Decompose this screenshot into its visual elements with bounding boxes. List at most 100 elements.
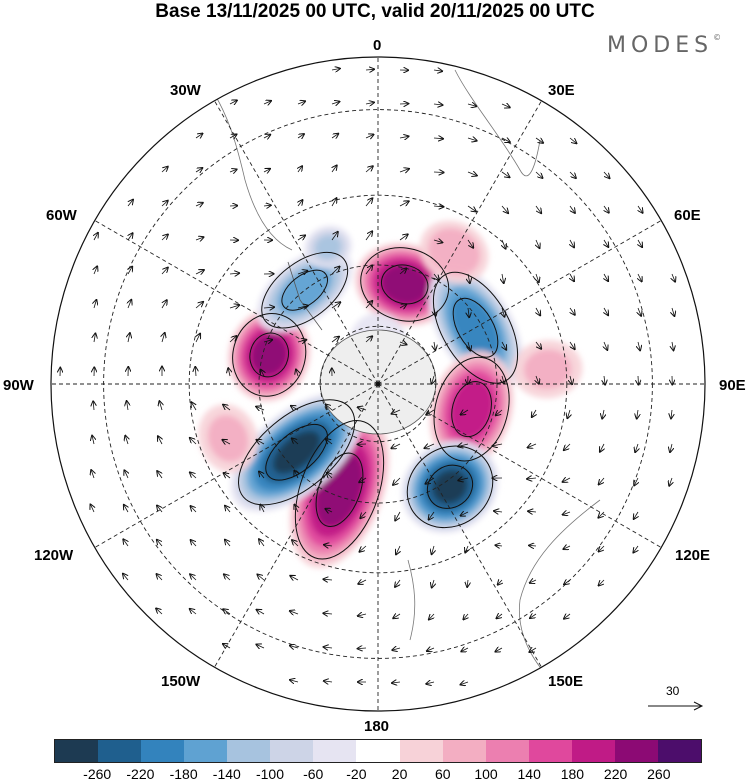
wind-vector	[426, 477, 435, 484]
wind-vector	[433, 104, 443, 105]
wind-vector	[331, 69, 340, 71]
colorbar-tick: 140	[517, 766, 541, 782]
wind-vector	[635, 443, 638, 452]
wind-vector	[128, 200, 133, 207]
colorbar-tick: 60	[435, 766, 451, 782]
wind-vector	[495, 648, 503, 652]
wind-vector	[256, 407, 265, 410]
wind-vector	[365, 166, 373, 173]
wind-vector	[569, 137, 576, 143]
new-zealand-coastline	[407, 559, 416, 641]
wind-vector	[365, 69, 374, 70]
wind-vector	[564, 580, 571, 584]
colorbar-segment	[657, 740, 701, 762]
wind-vector	[157, 506, 162, 513]
wind-vector	[530, 580, 537, 583]
wind-vector	[297, 101, 305, 104]
colorbar-tick: -180	[169, 766, 198, 782]
wind-vector	[434, 341, 435, 350]
wind-vector	[365, 102, 374, 104]
wind-vector	[498, 580, 502, 585]
wind-vector	[427, 648, 435, 651]
wind-vector	[461, 682, 469, 685]
wind-vector	[672, 307, 674, 316]
label-lon-180: 180	[364, 718, 390, 735]
meridian-line	[377, 220, 662, 385]
wind-vector	[256, 645, 265, 649]
wind-vector	[604, 375, 605, 385]
wind-vector	[535, 341, 541, 349]
wind-vector	[501, 104, 510, 107]
colorbar-tick: -140	[212, 766, 241, 782]
label-lon-150w: 150W	[161, 673, 201, 690]
label-lon-120w: 120W	[34, 547, 74, 564]
wind-vector	[195, 168, 202, 172]
wind-vector	[599, 545, 605, 552]
colorbar-segment	[184, 740, 228, 762]
chart-title: Base 13/11/2025 00 UTC, valid 20/11/2025…	[155, 1, 595, 22]
wind-vector	[399, 234, 408, 241]
wind-vector	[127, 401, 128, 411]
wind-vector	[128, 300, 131, 309]
wind-vector	[502, 239, 506, 249]
wind-vector	[497, 614, 503, 618]
wind-vector	[467, 172, 477, 176]
wind-vector	[563, 546, 571, 549]
streamline	[451, 381, 492, 438]
wind-vector	[392, 648, 401, 650]
wind-vector	[493, 444, 503, 446]
wind-vector	[297, 134, 304, 138]
reference-vector-value: 30	[666, 684, 680, 698]
wind-vector	[426, 682, 435, 684]
wind-vector	[93, 401, 94, 411]
wind-vector	[294, 471, 298, 479]
colorbar-segment	[55, 740, 99, 762]
wind-vector	[467, 104, 476, 106]
wind-vector	[467, 205, 476, 211]
colorbar-tick: 20	[391, 766, 408, 782]
wind-vector	[156, 608, 163, 615]
wind-vector	[467, 138, 477, 141]
wind-vector	[569, 171, 576, 178]
wind-vector	[297, 235, 305, 240]
wind-vector	[94, 300, 96, 309]
wind-vector	[570, 375, 572, 384]
wind-vector	[157, 540, 163, 547]
wind-vector	[671, 409, 672, 418]
latitude-circle	[103, 109, 653, 659]
wind-vector	[263, 101, 271, 104]
wind-vector	[536, 307, 540, 315]
wind-vector	[229, 336, 236, 343]
wind-vector	[229, 273, 239, 274]
wind-vector	[502, 307, 505, 317]
wind-vector	[634, 511, 638, 519]
streamline	[232, 313, 307, 397]
wind-vector	[432, 545, 434, 554]
wind-vector	[670, 443, 672, 452]
wind-vector	[563, 478, 571, 482]
wind-vector	[263, 307, 274, 308]
wind-vector	[604, 239, 608, 247]
wind-vector	[94, 233, 98, 241]
wind-vector	[298, 200, 303, 207]
wind-vector	[191, 402, 196, 411]
wind-vector	[672, 273, 675, 282]
streamline	[315, 452, 364, 527]
label-lon-0: 0	[373, 37, 382, 54]
wind-vector	[190, 574, 197, 581]
streamline	[265, 423, 328, 481]
wind-vector	[461, 648, 469, 651]
wind-vector	[229, 305, 239, 308]
wind-vector	[290, 680, 299, 682]
wind-vector	[290, 611, 299, 614]
label-lon-120e: 120E	[675, 547, 711, 564]
wind-vector	[91, 470, 94, 479]
anomaly-contour-fill	[207, 415, 249, 462]
wind-vector	[392, 682, 401, 683]
wind-vector	[432, 375, 434, 384]
wind-vector	[327, 473, 332, 478]
colorbar-tick: 100	[474, 766, 498, 782]
africa-coastline	[454, 69, 541, 177]
colorbar-tick: -260	[83, 766, 112, 782]
wind-vector	[598, 511, 605, 518]
